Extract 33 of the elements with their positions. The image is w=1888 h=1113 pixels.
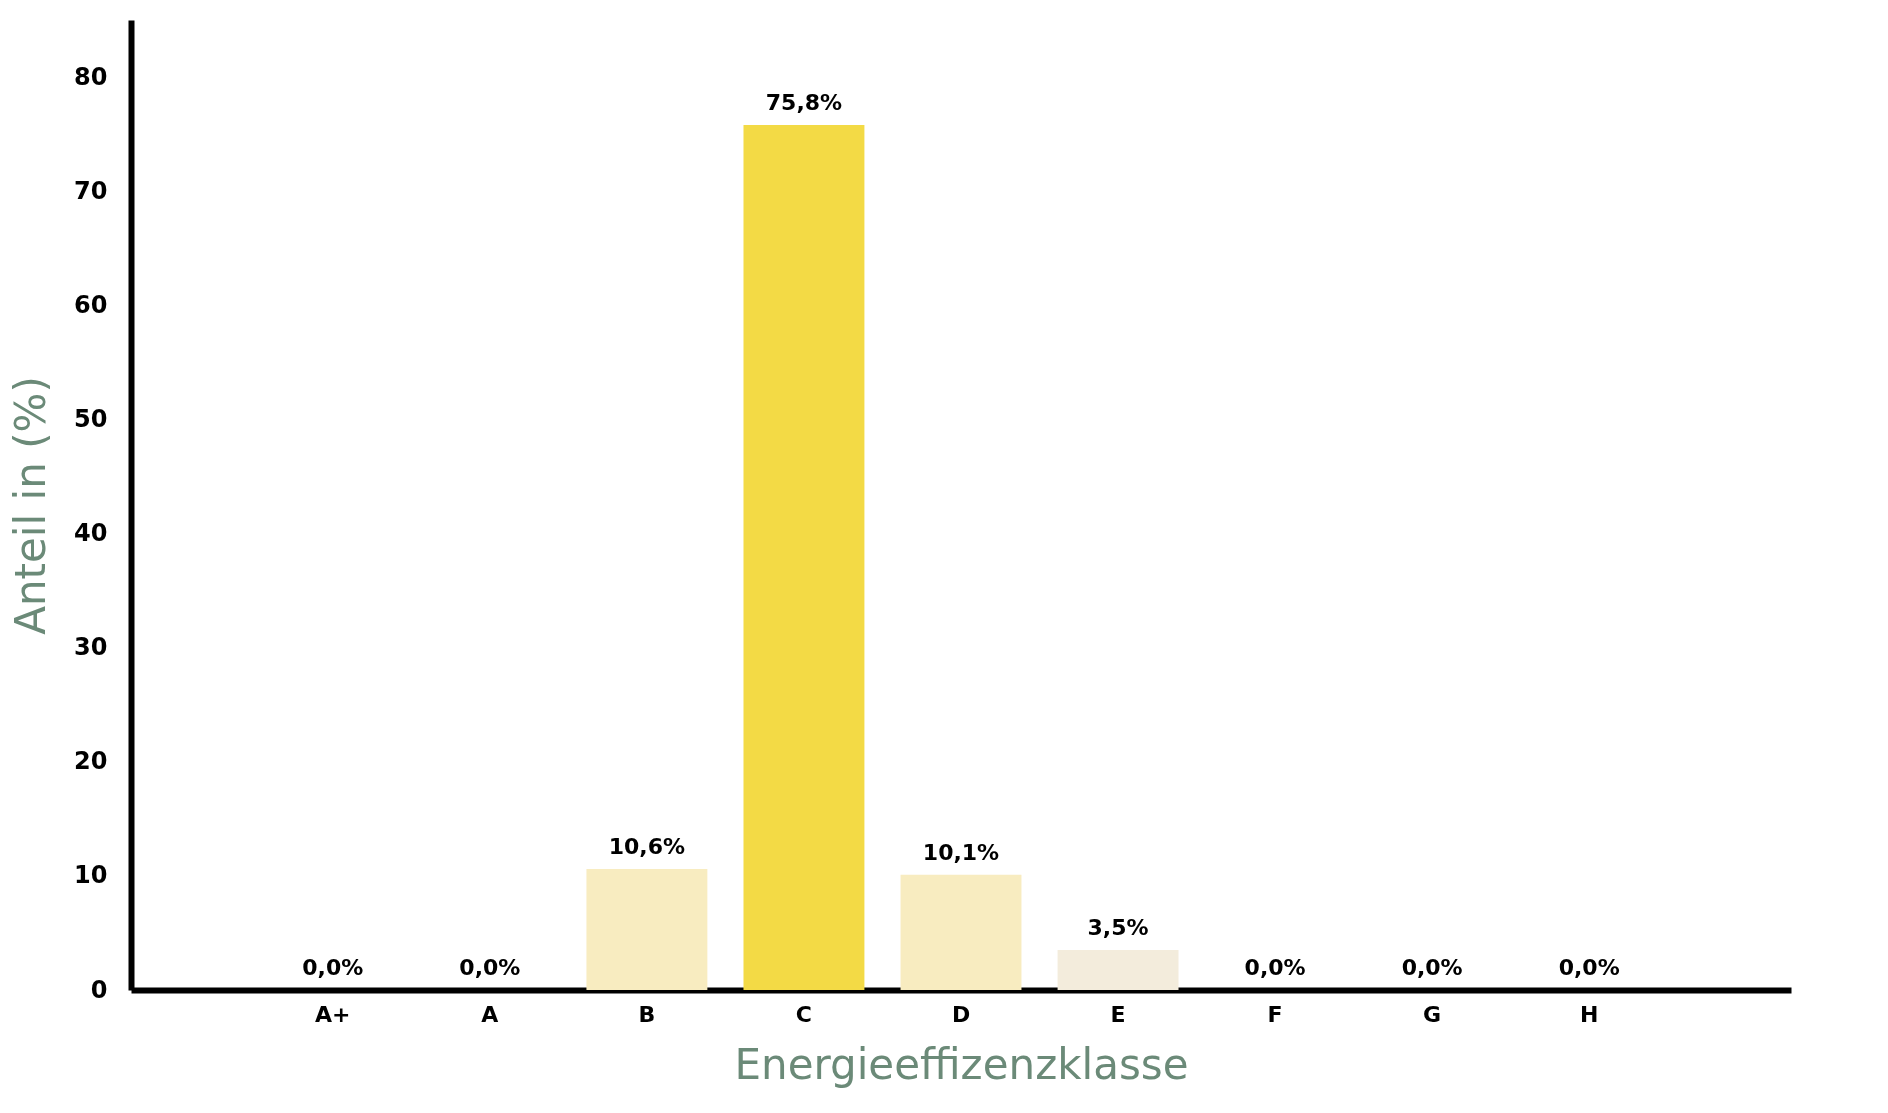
y-tick-label: 20 (74, 747, 108, 776)
bar (900, 874, 1022, 990)
data-label: 0,0% (1558, 955, 1620, 980)
y-tick-label: 0 (90, 975, 108, 1004)
x-axis-title: Energieeffizenzklasse (734, 1039, 1189, 1089)
y-tick-label: 80 (74, 62, 108, 91)
y-tick-label: 10 (74, 861, 108, 890)
x-tick-label: A (481, 1001, 499, 1027)
data-label: 0,0% (302, 955, 364, 980)
x-tick-label: E (1110, 1001, 1126, 1027)
y-tick-label: 60 (74, 290, 108, 319)
y-tick-label: 70 (74, 176, 108, 205)
x-tick-label: B (638, 1001, 656, 1027)
y-tick-label: 40 (74, 519, 108, 548)
data-label: 10,6% (608, 834, 686, 860)
y-axis-title: Anteil in (%) (6, 376, 56, 635)
data-label: 0,0% (1401, 955, 1463, 980)
y-tick-label: 30 (74, 633, 108, 662)
data-label: 3,5% (1087, 915, 1149, 941)
x-tick-label: A+ (315, 1001, 351, 1027)
data-label: 10,1% (922, 839, 1000, 865)
x-tick-label: F (1267, 1001, 1283, 1027)
bar (1057, 950, 1179, 990)
x-tick-label: H (1579, 1001, 1599, 1027)
bar (586, 869, 708, 990)
x-tick-label: G (1423, 1001, 1442, 1027)
y-tick-label: 50 (74, 404, 108, 433)
x-tick-label: D (951, 1001, 971, 1027)
x-tick-label: C (795, 1001, 813, 1027)
bar (743, 124, 865, 990)
data-label: 0,0% (459, 955, 521, 980)
data-label: 0,0% (1244, 955, 1306, 980)
data-label: 75,8% (765, 89, 843, 115)
